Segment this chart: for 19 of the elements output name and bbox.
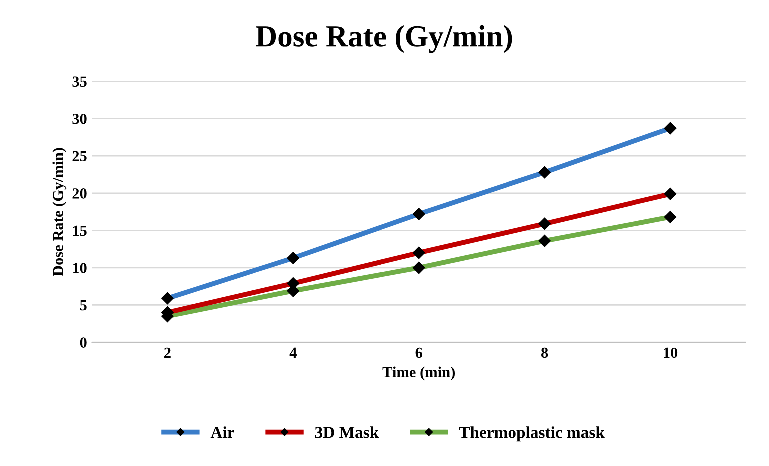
legend-label: Thermoplastic mask — [459, 426, 605, 442]
y-axis-title: Dose Rate (Gy/min) — [52, 148, 67, 276]
x-tick-label: 10 — [664, 348, 678, 358]
x-tick-label: 2 — [164, 348, 171, 358]
y-tick-label: 15 — [73, 226, 87, 236]
chart-title: Dose Rate (Gy/min) — [256, 25, 512, 54]
legend-label: 3D Mask — [315, 426, 380, 438]
x-tick-label: 8 — [541, 348, 548, 358]
x-axis-title: Time (min) — [382, 366, 456, 381]
y-tick-label: 35 — [72, 76, 87, 87]
y-tick-label: 5 — [80, 300, 87, 311]
y-tick-label: 25 — [72, 151, 87, 162]
x-tick-label: 6 — [416, 348, 422, 358]
y-tick-label: 0 — [80, 338, 87, 348]
legend-label: Air — [210, 426, 234, 438]
y-tick-label: 30 — [72, 114, 87, 124]
y-tick-label: 10 — [73, 263, 87, 274]
y-tick-label: 20 — [72, 188, 87, 199]
x-tick-label: 4 — [290, 348, 297, 358]
